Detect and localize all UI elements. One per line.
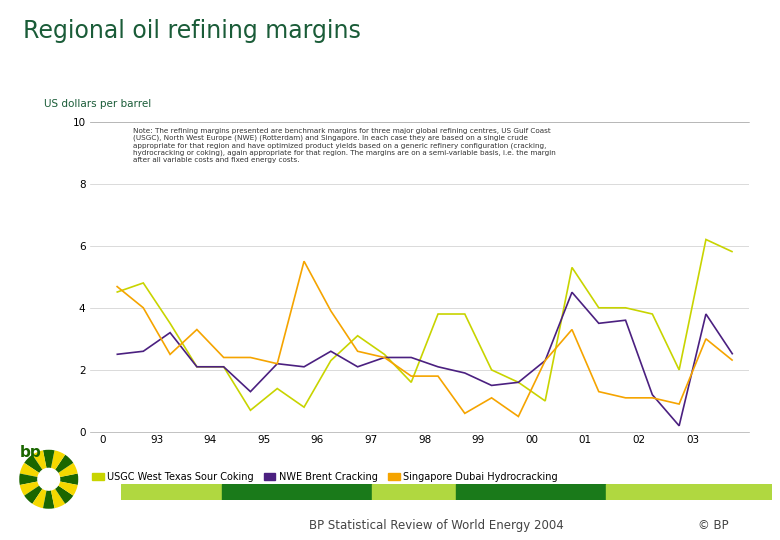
Wedge shape bbox=[32, 450, 48, 480]
Wedge shape bbox=[48, 480, 66, 508]
Wedge shape bbox=[20, 474, 48, 485]
Text: US dollars per barrel: US dollars per barrel bbox=[44, 99, 151, 109]
Wedge shape bbox=[48, 463, 78, 480]
Bar bbox=[222, 484, 371, 500]
Text: bp: bp bbox=[20, 446, 41, 461]
Wedge shape bbox=[32, 480, 48, 508]
Wedge shape bbox=[24, 455, 48, 480]
Wedge shape bbox=[43, 480, 55, 509]
Text: BP Statistical Review of World Energy 2004: BP Statistical Review of World Energy 20… bbox=[310, 519, 564, 532]
Bar bbox=[371, 484, 456, 500]
Wedge shape bbox=[48, 455, 73, 480]
Bar bbox=[121, 484, 222, 500]
Wedge shape bbox=[48, 480, 78, 496]
Wedge shape bbox=[24, 480, 48, 504]
Bar bbox=[456, 484, 606, 500]
Legend: USGC West Texas Sour Coking, NWE Brent Cracking, Singapore Dubai Hydrocracking: USGC West Texas Sour Coking, NWE Brent C… bbox=[88, 468, 562, 485]
Wedge shape bbox=[48, 450, 66, 480]
Bar bbox=[606, 484, 772, 500]
Wedge shape bbox=[20, 480, 48, 496]
Wedge shape bbox=[48, 474, 78, 485]
Wedge shape bbox=[20, 463, 48, 480]
Wedge shape bbox=[43, 450, 55, 480]
Text: Note: The refining margins presented are benchmark margins for three major globa: Note: The refining margins presented are… bbox=[133, 128, 555, 163]
Wedge shape bbox=[48, 480, 73, 504]
Circle shape bbox=[38, 468, 59, 490]
Text: © BP: © BP bbox=[698, 519, 729, 532]
Text: Regional oil refining margins: Regional oil refining margins bbox=[23, 19, 361, 43]
